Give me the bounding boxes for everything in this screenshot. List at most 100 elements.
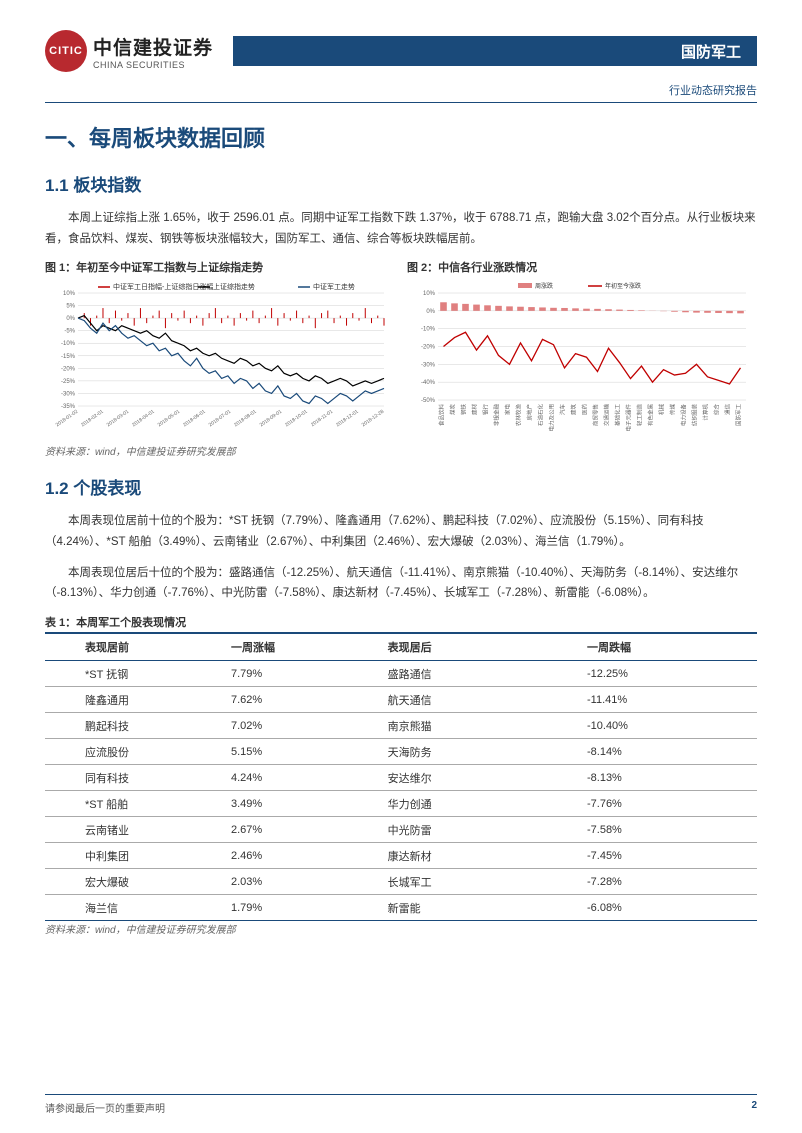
- table-cell: 2.03%: [223, 869, 380, 895]
- table-cell: 1.79%: [223, 895, 380, 921]
- svg-text:2018-04-01: 2018-04-01: [131, 409, 156, 429]
- table-cell: -7.58%: [579, 817, 757, 843]
- charts-row: 图 1：年初至今中证军工指数与上证综指走势 10%5%0%-5%-10%-15%…: [45, 259, 757, 439]
- footer-disclaimer: 请参阅最后一页的重要声明: [45, 1100, 165, 1115]
- svg-text:0%: 0%: [66, 316, 75, 322]
- svg-text:通信: 通信: [724, 404, 732, 416]
- svg-text:2018-09-01: 2018-09-01: [259, 409, 284, 429]
- svg-text:2018-03-01: 2018-03-01: [106, 409, 131, 429]
- table-row: 应流股份5.15%天海防务-8.14%: [45, 739, 757, 765]
- performance-table: 表现居前 一周涨幅 表现居后 一周跌幅 *ST 抚钢7.79%盛路通信-12.2…: [45, 632, 757, 921]
- page-footer: 请参阅最后一页的重要声明 2: [45, 1094, 757, 1115]
- table-row: 鹏起科技7.02%南京熊猫-10.40%: [45, 713, 757, 739]
- svg-text:2018-11-01: 2018-11-01: [310, 409, 334, 428]
- table-cell: -12.25%: [579, 661, 757, 687]
- section-1-2-title: 1.2 个股表现: [45, 474, 757, 499]
- chart-1-box: 图 1：年初至今中证军工指数与上证综指走势 10%5%0%-5%-10%-15%…: [45, 259, 395, 439]
- table-cell: -7.45%: [579, 843, 757, 869]
- svg-text:2018-05-01: 2018-05-01: [157, 409, 182, 429]
- svg-text:交通运输: 交通运输: [603, 404, 611, 427]
- header-sector-bar: 国防军工: [233, 36, 757, 66]
- th-bot-pct: 一周跌幅: [579, 633, 757, 661]
- table-cell: 天海防务: [380, 739, 579, 765]
- svg-text:综合: 综合: [713, 404, 721, 416]
- svg-text:纺织服装: 纺织服装: [691, 404, 699, 427]
- table-cell: -8.13%: [579, 765, 757, 791]
- section-1-1-body: 本周上证综指上涨 1.65%，收于 2596.01 点。同期中证军工指数下跌 1…: [45, 208, 757, 249]
- report-type: 行业动态研究报告: [45, 76, 757, 103]
- svg-text:2018-07-01: 2018-07-01: [208, 409, 233, 429]
- table-cell: -8.14%: [579, 739, 757, 765]
- th-bot-name: 表现居后: [380, 633, 579, 661]
- table-cell: 中利集团: [45, 843, 223, 869]
- table-cell: -7.28%: [579, 869, 757, 895]
- svg-text:电力及公用: 电力及公用: [548, 404, 556, 432]
- svg-text:-20%: -20%: [61, 367, 76, 373]
- svg-text:食品饮料: 食品饮料: [438, 404, 446, 427]
- svg-text:有色金属: 有色金属: [647, 404, 655, 426]
- section-1-2-body-1: 本周表现位居前十位的个股为：*ST 抚钢（7.79%）、隆鑫通用（7.62%）、…: [45, 511, 757, 552]
- svg-text:10%: 10%: [63, 291, 76, 297]
- table-cell: 5.15%: [223, 739, 380, 765]
- svg-text:-20%: -20%: [421, 345, 436, 351]
- table-cell: 中光防雷: [380, 817, 579, 843]
- page-number: 2: [751, 1100, 757, 1115]
- th-top-pct: 一周涨幅: [223, 633, 380, 661]
- svg-text:2018-10-01: 2018-10-01: [284, 409, 309, 429]
- table-cell: 海兰信: [45, 895, 223, 921]
- svg-text:传媒: 传媒: [669, 404, 677, 416]
- table-cell: 安达维尔: [380, 765, 579, 791]
- logo-block: CITIC 中信建投证券 CHINA SECURITIES: [45, 30, 213, 72]
- svg-text:2018-01-02: 2018-01-02: [55, 409, 80, 429]
- table-cell: 康达新材: [380, 843, 579, 869]
- table-1-title: 表 1：本周军工个股表现情况: [45, 614, 757, 630]
- svg-text:轻工制造: 轻工制造: [636, 404, 644, 427]
- table-source: 资料来源：wind，中信建投证券研究发展部: [45, 921, 757, 936]
- logo-cn: 中信建投证券: [93, 33, 213, 60]
- svg-text:电子元器件: 电子元器件: [625, 404, 633, 432]
- logo-text: 中信建投证券 CHINA SECURITIES: [93, 33, 213, 70]
- table-cell: 鹏起科技: [45, 713, 223, 739]
- section-1-2-body-2: 本周表现位居后十位的个股为：盛路通信（-12.25%）、航天通信（-11.41%…: [45, 563, 757, 604]
- svg-text:周涨跌: 周涨跌: [535, 282, 553, 290]
- svg-text:10%: 10%: [423, 291, 436, 297]
- logo-icon: CITIC: [45, 30, 87, 72]
- svg-text:钢铁: 钢铁: [460, 404, 468, 416]
- svg-text:2018-02-01: 2018-02-01: [80, 409, 105, 429]
- table-cell: 南京熊猫: [380, 713, 579, 739]
- svg-text:5%: 5%: [66, 304, 75, 310]
- svg-text:银行: 银行: [482, 404, 490, 416]
- table-row: *ST 抚钢7.79%盛路通信-12.25%: [45, 661, 757, 687]
- logo-en: CHINA SECURITIES: [93, 60, 213, 70]
- svg-text:机械: 机械: [658, 404, 666, 416]
- table-row: 海兰信1.79%新雷能-6.08%: [45, 895, 757, 921]
- svg-text:农林牧渔: 农林牧渔: [515, 404, 523, 427]
- svg-text:-25%: -25%: [61, 379, 76, 385]
- table-row: 同有科技4.24%安达维尔-8.13%: [45, 765, 757, 791]
- svg-text:家电: 家电: [504, 404, 512, 416]
- table-cell: 隆鑫通用: [45, 687, 223, 713]
- chart-1-title: 图 1：年初至今中证军工指数与上证综指走势: [45, 259, 395, 275]
- svg-text:-5%: -5%: [64, 329, 75, 335]
- table-cell: 宏大爆破: [45, 869, 223, 895]
- svg-text:中证军工走势: 中证军工走势: [313, 282, 355, 291]
- svg-text:年初至今涨跌: 年初至今涨跌: [605, 282, 641, 290]
- table-row: 云南锗业2.67%中光防雷-7.58%: [45, 817, 757, 843]
- chart-2-title: 图 2：中信各行业涨跌情况: [407, 259, 757, 275]
- svg-text:建筑: 建筑: [570, 404, 578, 416]
- svg-text:2018-12-28: 2018-12-28: [361, 409, 386, 429]
- svg-text:电力设备: 电力设备: [680, 404, 688, 427]
- table-cell: 7.02%: [223, 713, 380, 739]
- table-row: 宏大爆破2.03%长城军工-7.28%: [45, 869, 757, 895]
- svg-text:0%: 0%: [426, 309, 435, 315]
- table-cell: -10.40%: [579, 713, 757, 739]
- table-cell: *ST 抚钢: [45, 661, 223, 687]
- table-cell: 同有科技: [45, 765, 223, 791]
- table-cell: 云南锗业: [45, 817, 223, 843]
- svg-text:2018-12-01: 2018-12-01: [335, 409, 360, 429]
- svg-text:非银金融: 非银金融: [493, 404, 501, 427]
- table-cell: 2.46%: [223, 843, 380, 869]
- svg-text:国防军工: 国防军工: [735, 404, 743, 427]
- table-cell: 2.67%: [223, 817, 380, 843]
- svg-text:-50%: -50%: [421, 398, 436, 404]
